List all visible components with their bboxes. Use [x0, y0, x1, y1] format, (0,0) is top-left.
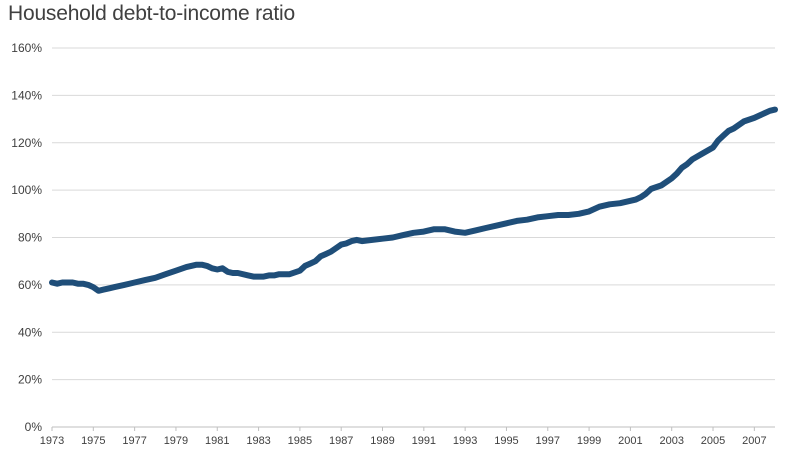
x-tick-label: 2005 — [701, 435, 725, 447]
x-tick-label: 1991 — [412, 435, 436, 447]
x-tick-label: 1987 — [329, 435, 353, 447]
y-tick-label: 40% — [18, 325, 42, 339]
x-tick-label: 1999 — [577, 435, 601, 447]
y-tick-label: 20% — [18, 373, 42, 387]
x-tick-label: 2001 — [618, 435, 642, 447]
x-tick-label: 1979 — [164, 435, 188, 447]
x-tick-label: 2003 — [659, 435, 683, 447]
y-tick-label: 0% — [25, 420, 43, 434]
x-tick-label: 2007 — [742, 435, 766, 447]
x-tick-label: 1993 — [453, 435, 477, 447]
series-group — [49, 106, 778, 294]
y-axis-tick-labels: 0% 20% 40% 60% 80% 100% 120% 140% 160% — [11, 41, 42, 434]
x-tick-label: 1989 — [370, 435, 394, 447]
x-tick-label: 1983 — [246, 435, 270, 447]
x-tick-label: 1973 — [40, 435, 64, 447]
y-tick-label: 160% — [11, 41, 42, 55]
x-tick-label: 1975 — [81, 435, 105, 447]
y-tick-label: 140% — [11, 88, 42, 102]
y-tick-label: 120% — [11, 136, 42, 150]
chart-title: Household debt-to-income ratio — [8, 2, 295, 25]
x-tick-label: 1997 — [536, 435, 560, 447]
x-tick-label: 1981 — [205, 435, 229, 447]
x-tick-label: 1977 — [122, 435, 146, 447]
y-tick-label: 100% — [11, 183, 42, 197]
y-tick-label: 80% — [18, 231, 42, 245]
x-axis-tick-labels: 1973 1975 1977 1979 1981 1983 1985 1987 1989 1991… — [40, 427, 767, 447]
x-tick-label: 1995 — [494, 435, 518, 447]
y-tick-label: 60% — [18, 278, 42, 292]
gridlines — [52, 47, 775, 428]
x-tick-label: 1985 — [288, 435, 312, 447]
series-line-0 — [49, 106, 778, 294]
